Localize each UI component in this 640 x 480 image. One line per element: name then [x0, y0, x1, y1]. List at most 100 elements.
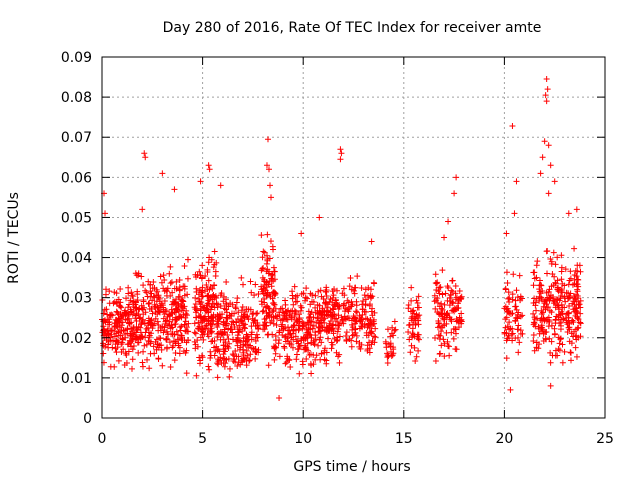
data-point [358, 316, 365, 323]
data-point [267, 182, 274, 189]
data-point [533, 262, 540, 269]
data-point [305, 330, 312, 337]
data-point [176, 276, 183, 283]
data-point [353, 302, 360, 309]
data-point [574, 276, 581, 283]
data-point [207, 352, 214, 359]
data-point [345, 308, 352, 315]
data-point [437, 350, 444, 357]
data-point [246, 357, 253, 364]
data-point [543, 76, 550, 83]
data-point [406, 321, 413, 328]
data-point [273, 322, 280, 329]
data-point [176, 287, 183, 294]
data-point [544, 248, 551, 255]
data-point [234, 363, 241, 370]
data-point [207, 355, 214, 362]
data-point [234, 337, 241, 344]
data-point [506, 326, 513, 333]
data-point [333, 315, 340, 322]
data-point [432, 280, 439, 287]
data-point [115, 328, 122, 335]
data-point [290, 301, 297, 308]
data-point [181, 285, 188, 292]
data-point [371, 309, 378, 316]
data-point [160, 315, 167, 322]
data-point [277, 317, 284, 324]
data-point [546, 294, 553, 301]
data-point [141, 342, 148, 349]
data-point [571, 245, 578, 252]
data-point [330, 330, 337, 337]
data-point [208, 256, 215, 263]
data-point [316, 214, 323, 221]
data-point [556, 347, 563, 354]
data-point [200, 314, 207, 321]
data-point [299, 358, 306, 365]
y-tick-label: 0.08 [61, 90, 92, 106]
data-point [260, 326, 267, 333]
data-point [346, 315, 353, 322]
data-points [99, 76, 584, 401]
data-point [304, 295, 311, 302]
data-point [123, 295, 130, 302]
data-point [547, 382, 554, 389]
data-point [289, 344, 296, 351]
data-point [507, 386, 514, 393]
data-point [566, 326, 573, 333]
data-point [366, 339, 373, 346]
data-point [530, 319, 537, 326]
data-point [197, 178, 204, 185]
data-point [568, 318, 575, 325]
data-point [130, 324, 137, 331]
data-point [150, 343, 157, 350]
data-point [336, 333, 343, 340]
data-point [556, 297, 563, 304]
data-point [368, 238, 375, 245]
data-point [162, 320, 169, 327]
data-point [199, 293, 206, 300]
data-point [196, 287, 203, 294]
data-point [248, 289, 255, 296]
data-point [138, 320, 145, 327]
data-point [503, 269, 510, 276]
data-point [567, 268, 574, 275]
data-point [543, 304, 550, 311]
x-tick-label: 10 [294, 431, 312, 447]
data-point [557, 336, 564, 343]
data-point [392, 326, 399, 333]
data-point [240, 341, 247, 348]
data-point [559, 304, 566, 311]
data-point [255, 349, 262, 356]
data-point [276, 353, 283, 360]
data-point [272, 337, 279, 344]
grid-lines [102, 57, 605, 418]
data-point [439, 267, 446, 274]
data-point [306, 331, 313, 338]
data-point [366, 349, 373, 356]
data-point [222, 339, 229, 346]
data-point [365, 321, 372, 328]
data-point [296, 370, 303, 377]
data-point [155, 292, 162, 299]
data-point [551, 298, 558, 305]
data-point [244, 332, 251, 339]
data-point [268, 283, 275, 290]
data-point [441, 301, 448, 308]
data-point [556, 340, 563, 347]
data-point [279, 321, 286, 328]
data-point [509, 337, 516, 344]
data-point [367, 317, 374, 324]
data-point [151, 350, 158, 357]
data-point [106, 300, 113, 307]
data-point [235, 353, 242, 360]
data-point [129, 299, 136, 306]
data-point [350, 287, 357, 294]
data-point [407, 349, 414, 356]
data-point [328, 339, 335, 346]
data-point [205, 277, 212, 284]
y-axis-label: ROTI / TECUs [6, 192, 22, 284]
data-point [408, 342, 415, 349]
data-point [458, 310, 465, 317]
data-point [318, 350, 325, 357]
